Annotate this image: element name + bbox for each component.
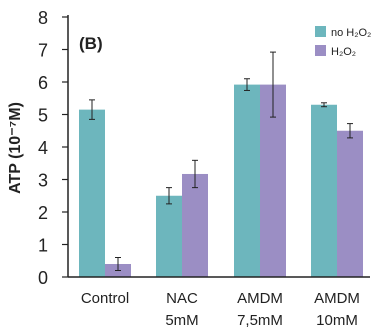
x-tick-labels: Control NAC 5mM AMDM 7,5mM AMDM 10mM: [81, 290, 360, 327]
x-tick-label: 10mM: [316, 312, 358, 327]
x-tick-label: AMDM: [237, 290, 283, 307]
y-tick-label: 6: [38, 73, 48, 93]
legend: no H₂O₂ H₂O₂: [315, 26, 371, 58]
bar: [337, 130, 363, 277]
legend-swatch: [315, 26, 326, 37]
y-axis-label: ATP (10⁻⁷M): [7, 102, 24, 194]
y-tick-label: 4: [38, 138, 48, 158]
y-tick-label: 1: [38, 236, 48, 256]
legend-swatch: [315, 45, 326, 56]
y-tick-label: 0: [38, 268, 48, 288]
legend-label: H₂O₂: [331, 46, 356, 58]
y-tick-label: 7: [38, 41, 48, 61]
y-tick-label: 2: [38, 203, 48, 223]
bar: [182, 173, 208, 277]
bar: [311, 104, 337, 277]
bars-layer: [79, 84, 363, 277]
x-tick-label: AMDM: [314, 290, 360, 307]
bar: [156, 195, 182, 277]
bar: [79, 109, 105, 277]
x-tick-label: Control: [81, 290, 129, 307]
y-tick-label: 3: [38, 171, 48, 191]
error-bars-layer: [89, 51, 353, 271]
panel-label: (B): [79, 34, 103, 53]
y-tick-label: 5: [38, 106, 48, 126]
x-tick-label: 7,5mM: [237, 312, 283, 327]
bar: [234, 84, 260, 277]
x-tick-label: NAC: [166, 290, 198, 307]
y-ticks: 0 1 2 3 4 5 6 7 8: [38, 8, 68, 288]
legend-label: no H₂O₂: [331, 27, 371, 39]
x-tick-label: 5mM: [165, 312, 198, 327]
y-tick-label: 8: [38, 8, 48, 28]
